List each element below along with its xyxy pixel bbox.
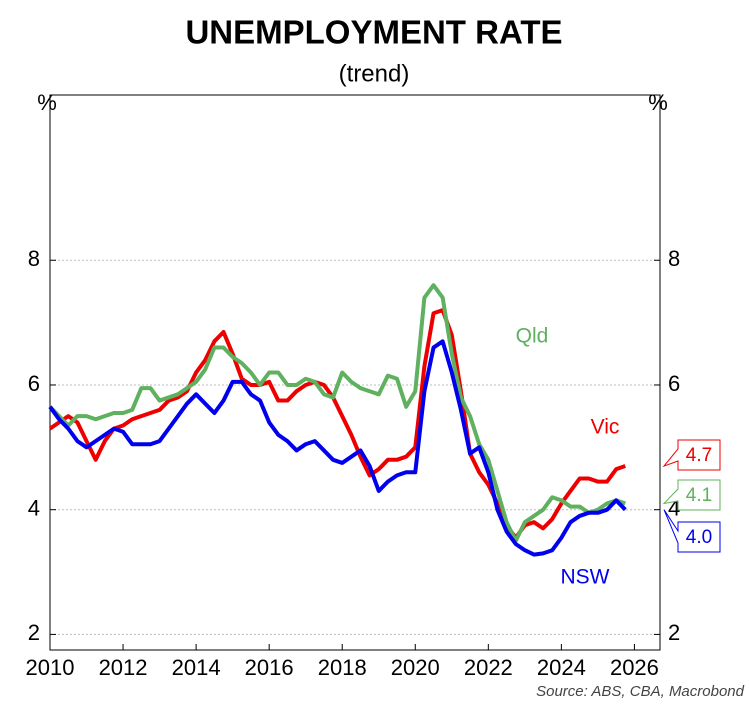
x-tick-label: 2010 (26, 655, 75, 680)
series-line (48, 308, 626, 540)
x-tick-label: 2014 (172, 655, 221, 680)
x-tick-label: 2020 (391, 655, 440, 680)
plot-frame (49, 94, 661, 651)
series-line (48, 283, 626, 543)
x-tick-label: 2012 (99, 655, 148, 680)
x-tick-label: 2018 (318, 655, 367, 680)
end-label: 4.7 (686, 445, 712, 466)
y-tick-label: 8 (28, 246, 40, 271)
y2-tick-label: 2 (668, 620, 680, 645)
chart-title: UNEMPLOYMENT RATE (185, 14, 562, 51)
source-note: Source: ABS, CBA, Macrobond (536, 683, 745, 700)
series-line (48, 339, 627, 557)
end-label: 4.0 (686, 527, 712, 548)
x-tick-label: 2024 (537, 655, 586, 680)
y-unit-left: % (37, 90, 57, 115)
series-label: Vic (591, 416, 620, 439)
x-tick-label: 2026 (610, 655, 659, 680)
end-label-box (662, 439, 721, 471)
y-tick-label: 6 (28, 371, 40, 396)
end-label-box (663, 509, 721, 553)
y2-tick-label: 8 (668, 246, 680, 271)
x-tick-label: 2022 (464, 655, 513, 680)
series-label: Qld (516, 325, 549, 348)
y2-tick-label: 6 (668, 371, 680, 396)
y-tick-label: 2 (28, 620, 40, 645)
x-tick-label: 2016 (245, 655, 294, 680)
end-label: 4.1 (686, 485, 712, 506)
series-label: NSW (561, 566, 610, 589)
chart-subtitle: (trend) (339, 60, 410, 87)
end-label-box (662, 479, 721, 511)
y-unit-right: % (648, 90, 668, 115)
y-tick-label: 4 (28, 496, 40, 521)
